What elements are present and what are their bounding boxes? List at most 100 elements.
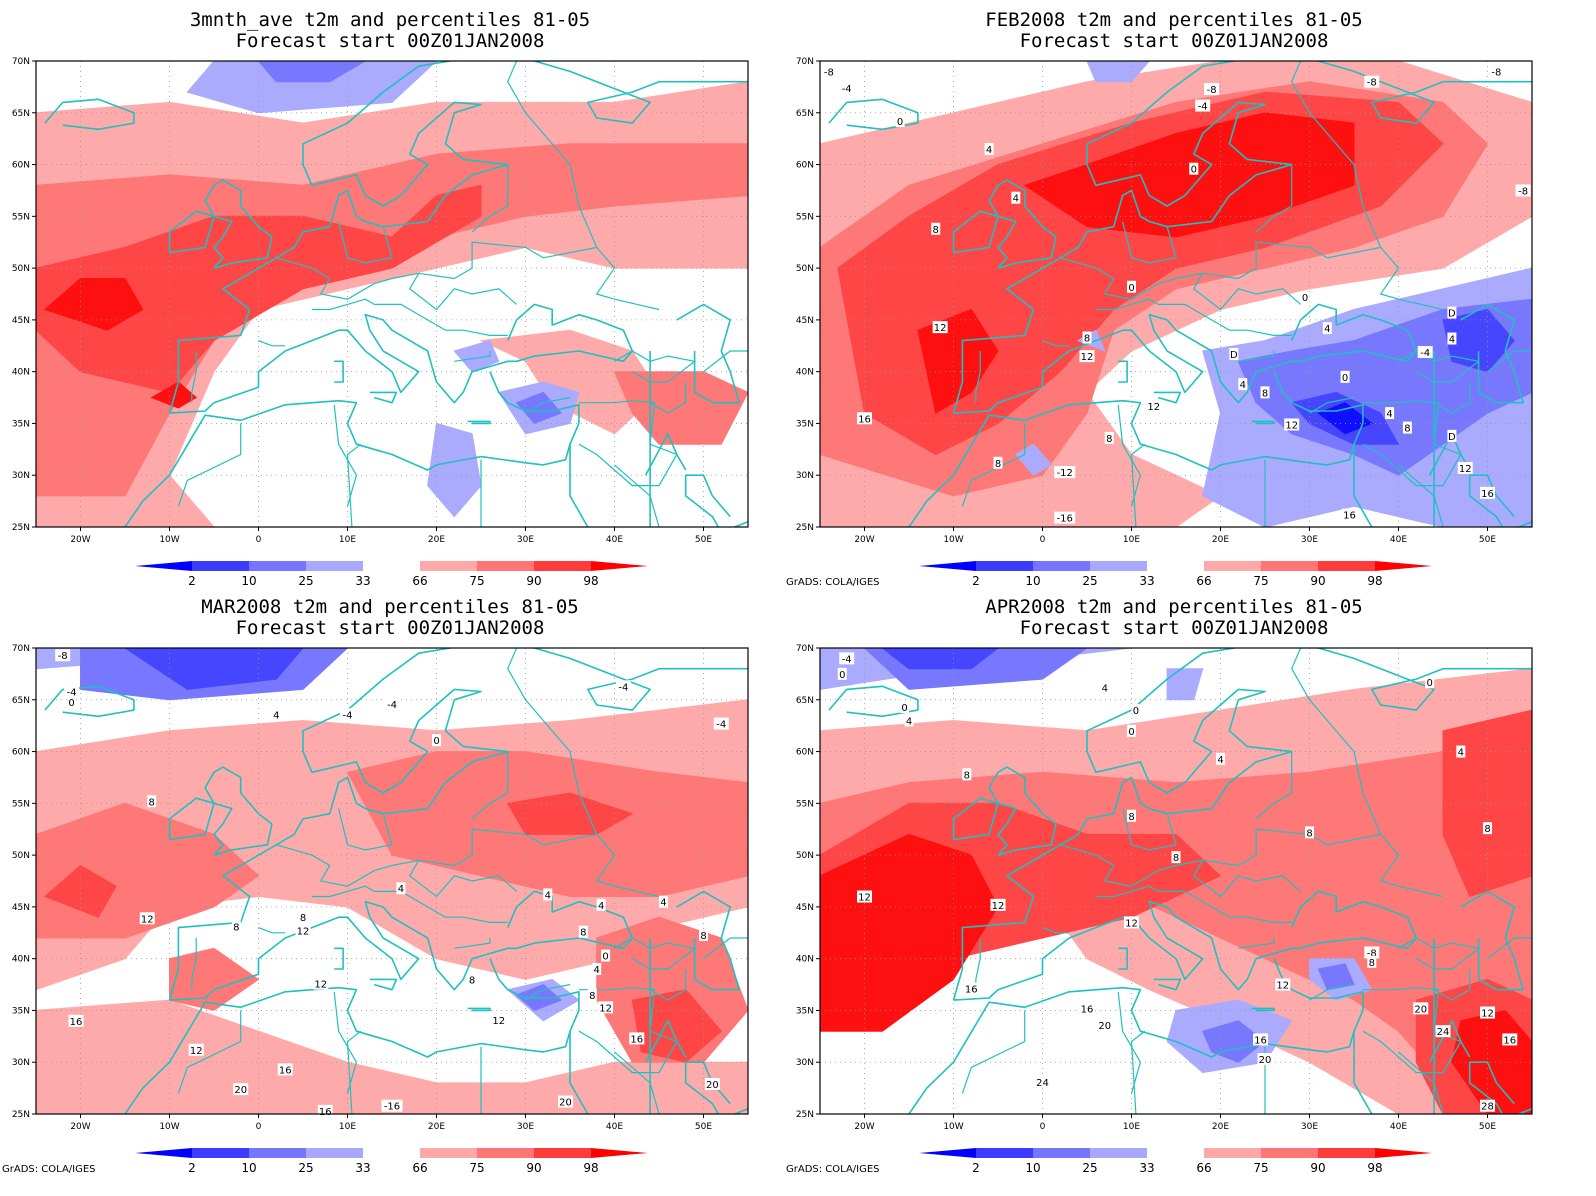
contour-label-bg <box>67 695 77 708</box>
contour-label: -16 <box>1057 514 1073 525</box>
border-line <box>1193 860 1301 898</box>
lat-label: 35N <box>796 1006 814 1016</box>
panel-title-line2: Forecast start 00Z01JAN2008 <box>1019 30 1329 52</box>
contour-label-bg <box>1124 916 1139 929</box>
lon-label: 10E <box>339 535 356 545</box>
contour-label-bg <box>658 895 668 908</box>
border-line <box>1060 828 1444 898</box>
border-line <box>1095 885 1159 898</box>
shaded-region <box>881 648 999 670</box>
lat-label: 55N <box>796 799 814 809</box>
contour-label: 16 <box>858 414 871 425</box>
lat-label: 30N <box>796 1058 814 1068</box>
contour-label-bg <box>837 667 847 680</box>
map-frame <box>819 647 1533 1115</box>
coastline <box>334 360 344 383</box>
contour-label: 12 <box>1481 1009 1494 1020</box>
contour-label: -4 <box>842 654 852 665</box>
panel-title-line2: Forecast start 00Z01JAN2008 <box>1019 617 1329 639</box>
contour-label: 4 <box>906 716 912 727</box>
border-line <box>1042 340 1070 347</box>
colorbar-segment <box>1204 561 1261 571</box>
border-line <box>1487 937 1532 960</box>
contour-label: 8 <box>1128 812 1134 823</box>
border-line <box>1309 984 1355 1001</box>
lat-label: 65N <box>12 696 30 706</box>
contour-label-bg <box>558 1095 574 1108</box>
colorbar-segment <box>249 1148 306 1158</box>
contour-label: 8 <box>1084 333 1090 344</box>
colorbar-label: 90 <box>526 1161 541 1175</box>
contour-label: -8 <box>824 67 834 78</box>
coastline <box>953 303 1418 414</box>
lat-label: 55N <box>12 799 30 809</box>
lon-label: 0 <box>256 535 262 545</box>
panel-title-line2: Forecast start 00Z01JAN2008 <box>235 30 545 52</box>
contour-label: 8 <box>700 931 706 942</box>
lon-label: 20E <box>428 535 445 545</box>
colorbar-segment <box>976 561 1033 571</box>
contour-label: D <box>1448 432 1456 443</box>
colorbar-segment <box>534 561 591 571</box>
contour-label-bg <box>68 1014 84 1027</box>
contour-label: 16 <box>1503 1035 1516 1046</box>
coastline <box>644 1019 687 1063</box>
contour-label: -8 <box>1367 948 1377 959</box>
contour-label: 4 <box>594 965 600 976</box>
contour-label: 4 <box>1102 683 1108 694</box>
colorbar-segment <box>534 1148 591 1158</box>
shaded-region <box>506 792 634 835</box>
contour-label-bg <box>1456 745 1466 758</box>
lat-label: 55N <box>12 212 30 222</box>
contour-label-bg <box>1260 386 1270 399</box>
contour-label-bg <box>713 717 729 730</box>
border-line <box>1398 464 1444 527</box>
lon-label: 40E <box>606 1122 623 1132</box>
contour-label-bg <box>1385 407 1395 420</box>
colorbar-label: 10 <box>1025 1161 1040 1175</box>
colorbar-segment <box>1261 1148 1318 1158</box>
lon-label: 10W <box>159 1122 179 1132</box>
lat-label: 50N <box>12 851 30 861</box>
coastline <box>988 766 1057 856</box>
contour-label-bg <box>895 115 905 128</box>
contour-label-bg <box>1502 1033 1518 1046</box>
coastlines <box>828 648 1532 1114</box>
coastline <box>168 648 748 1001</box>
lon-label: 10E <box>1123 1122 1140 1132</box>
lon-label: 0 <box>256 1122 262 1132</box>
contour-label-bg <box>1238 378 1248 391</box>
lat-label: 70N <box>796 644 814 654</box>
lon-label: 30E <box>1301 535 1318 545</box>
contour-label-bg <box>857 890 872 903</box>
contour-label-bg <box>1483 822 1492 835</box>
contour-label-bg <box>277 1063 293 1076</box>
map-plot: 25N 30N 35N 40N 45N 50N 55N 60N 65N 70N 20W 10W 0 10E… <box>12 57 749 588</box>
border-line <box>1291 648 1382 835</box>
colorbar-segment <box>420 561 477 571</box>
contour-label: 16 <box>1081 1004 1094 1015</box>
contour-label: -8 <box>1207 85 1217 96</box>
shaded-region <box>36 999 748 1114</box>
border-line <box>346 1030 362 1114</box>
colorbar-segment <box>477 1148 534 1158</box>
contour-label: 0 <box>1302 293 1308 304</box>
coastline <box>953 890 1418 1001</box>
contour-label: 0 <box>839 670 845 681</box>
contour-label: 16 <box>630 1034 643 1045</box>
border-line <box>258 927 286 934</box>
lon-label: 10E <box>339 1122 356 1132</box>
lat-label: 25N <box>12 523 30 533</box>
coastline <box>467 420 491 425</box>
border-line <box>346 443 362 527</box>
contour-label-bg <box>839 652 855 665</box>
border-line <box>338 221 393 264</box>
colorbar-segment <box>306 1148 363 1158</box>
colorbar-label: 25 <box>298 574 313 588</box>
lon-label: 10W <box>159 535 179 545</box>
colorbar-label: 25 <box>1082 1161 1097 1175</box>
contour-label: 12 <box>1147 402 1160 413</box>
coastline <box>1251 420 1275 425</box>
contour-label: 12 <box>1125 918 1138 929</box>
